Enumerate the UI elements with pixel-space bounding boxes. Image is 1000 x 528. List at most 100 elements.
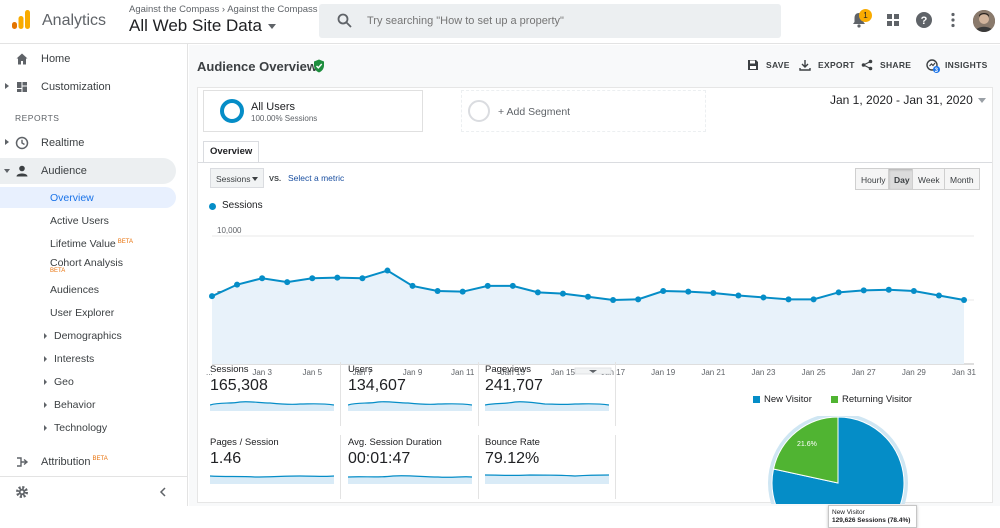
- main-content: Audience Overview SAVE EXPORT SHARE 3 IN…: [189, 45, 1000, 528]
- help-icon[interactable]: ?: [915, 11, 933, 29]
- sessions-data-point: [660, 288, 667, 295]
- sessions-data-point: [685, 288, 692, 295]
- date-range-picker[interactable]: Jan 1, 2020 - Jan 31, 2020: [830, 93, 986, 107]
- chart-x-tick-label: Jan 15: [551, 368, 576, 377]
- notification-count-badge: 1: [859, 9, 872, 22]
- pie-slice-returning-visitor[interactable]: [772, 416, 839, 484]
- sidebar-item-interests[interactable]: Interests: [0, 348, 188, 370]
- account-avatar[interactable]: [973, 10, 995, 32]
- sessions-data-point: [635, 296, 642, 303]
- sidebar-item-user-explorer[interactable]: User Explorer: [0, 302, 188, 324]
- sidebar-item-label: Demographics: [54, 330, 122, 342]
- kpi-divider: [615, 435, 616, 499]
- top-bar: Analytics Against the Compass › Against …: [0, 0, 1000, 44]
- chart-x-tick-label: Jan 25: [802, 368, 827, 377]
- chart-x-tick-label: Jan 5: [302, 368, 322, 377]
- kpi-divider: [340, 362, 341, 426]
- segment-ring-icon: [220, 99, 244, 123]
- sidebar-item-geo[interactable]: Geo: [0, 371, 188, 393]
- export-download-icon: [799, 60, 811, 71]
- expand-arrow-icon: [44, 356, 47, 362]
- granularity-month-button[interactable]: Month: [944, 168, 980, 190]
- metric-select-value: Sessions: [216, 174, 251, 184]
- sidebar-item-home[interactable]: Home: [0, 46, 188, 72]
- sessions-data-point: [384, 267, 391, 274]
- insights-button[interactable]: 3 INSIGHTS: [926, 59, 988, 73]
- view-selector[interactable]: All Web Site Data: [129, 16, 276, 36]
- sessions-data-point: [434, 288, 441, 295]
- chart-x-tick-label: Jan 3: [252, 368, 272, 377]
- sessions-data-point: [284, 279, 291, 286]
- kpi-pages-per-session[interactable]: Pages / Session 1.46: [210, 437, 338, 503]
- attribution-icon: [17, 457, 29, 467]
- settings-gear-icon[interactable]: [15, 485, 29, 499]
- segment-subtitle: 100.00% Sessions: [251, 114, 318, 123]
- export-label: EXPORT: [818, 60, 855, 70]
- collapse-sidebar-chevron-icon[interactable]: [158, 487, 168, 497]
- more-vert-icon[interactable]: [944, 11, 962, 29]
- export-button[interactable]: EXPORT: [799, 60, 855, 71]
- sessions-data-point: [559, 290, 566, 297]
- resize-handle-arrow-icon: [589, 370, 597, 373]
- expand-arrow-icon: [5, 83, 9, 89]
- date-range-label: Jan 1, 2020 - Jan 31, 2020: [830, 93, 973, 107]
- sessions-legend-label: Sessions: [222, 200, 263, 211]
- sessions-data-point: [885, 286, 892, 293]
- sessions-data-point: [484, 282, 491, 289]
- add-segment-button[interactable]: + Add Segment: [461, 90, 706, 132]
- kpi-sessions[interactable]: Sessions 165,308: [210, 364, 338, 430]
- sessions-data-point: [234, 281, 241, 288]
- analytics-logo-icon[interactable]: [10, 9, 32, 31]
- overview-active-highlight: [0, 187, 176, 208]
- granularity-day-button[interactable]: Day: [888, 168, 916, 190]
- sidebar-item-attribution[interactable]: Attribution BETA: [0, 449, 188, 475]
- pie-legend-new-visitor[interactable]: New Visitor: [753, 394, 812, 405]
- chart-y-tick-label: 10,000: [217, 226, 242, 235]
- pie-legend-returning-visitor[interactable]: Returning Visitor: [831, 394, 912, 405]
- sidebar-item-customization[interactable]: Customization: [0, 74, 188, 100]
- select-metric-link[interactable]: Select a metric: [288, 173, 345, 183]
- sidebar-item-label: Audience: [41, 165, 87, 177]
- sidebar-item-lifetime-value[interactable]: Lifetime Value BETA: [0, 233, 188, 255]
- tab-underline: [198, 162, 992, 163]
- save-button[interactable]: SAVE: [747, 60, 790, 70]
- kpi-bounce-rate[interactable]: Bounce Rate 79.12%: [485, 437, 613, 503]
- segment-all-users[interactable]: All Users 100.00% Sessions: [203, 90, 423, 132]
- sidebar-item-behavior[interactable]: Behavior: [0, 394, 188, 416]
- sidebar-item-audiences[interactable]: Audiences: [0, 279, 188, 301]
- chart-x-tick-label: ...: [206, 368, 213, 377]
- empty-segment-ring-icon: [468, 100, 490, 122]
- chart-x-tick-label: Jan 23: [751, 368, 776, 377]
- pie-slice-new-visitor[interactable]: [771, 416, 905, 504]
- sessions-data-point: [359, 275, 366, 282]
- share-button[interactable]: SHARE: [861, 59, 911, 71]
- apps-grid-icon[interactable]: [884, 11, 902, 29]
- reports-section-label: REPORTS: [15, 113, 60, 123]
- account-breadcrumb[interactable]: Against the Compass › Against the Compas…: [129, 4, 318, 15]
- search-box[interactable]: [319, 4, 781, 38]
- sidebar-item-demographics[interactable]: Demographics: [0, 325, 188, 347]
- beta-badge: BETA: [50, 268, 66, 274]
- granularity-week-button[interactable]: Week: [912, 168, 946, 190]
- kpi-pageviews[interactable]: Pageviews 241,707: [485, 364, 613, 430]
- sidebar-item-realtime[interactable]: Realtime: [0, 130, 188, 156]
- sidebar-item-cohort-analysis[interactable]: Cohort Analysis BETA: [0, 253, 188, 279]
- sidebar-item-overview[interactable]: Overview: [0, 187, 188, 209]
- sidebar-item-audience[interactable]: Audience: [0, 158, 188, 184]
- metric-select[interactable]: Sessions: [210, 168, 264, 188]
- granularity-hourly-button[interactable]: Hourly: [855, 168, 892, 190]
- add-segment-label: + Add Segment: [498, 106, 571, 118]
- chart-x-tick-label: Jan 17: [601, 368, 626, 377]
- vs-label: VS.: [269, 174, 282, 183]
- kpi-name: Sessions: [210, 364, 249, 375]
- kpi-users[interactable]: Users 134,607: [348, 364, 476, 430]
- kpi-avg-session-duration[interactable]: Avg. Session Duration 00:01:47: [348, 437, 476, 503]
- caret-down-icon: [252, 177, 258, 181]
- expand-arrow-icon: [44, 379, 47, 385]
- chart-x-tick-label: Jan 13: [501, 368, 526, 377]
- tab-overview[interactable]: Overview: [203, 141, 260, 163]
- search-input[interactable]: [367, 12, 767, 30]
- sidebar-item-active-users[interactable]: Active Users: [0, 210, 188, 232]
- sidebar-item-technology[interactable]: Technology: [0, 417, 188, 439]
- sessions-data-point: [785, 296, 792, 303]
